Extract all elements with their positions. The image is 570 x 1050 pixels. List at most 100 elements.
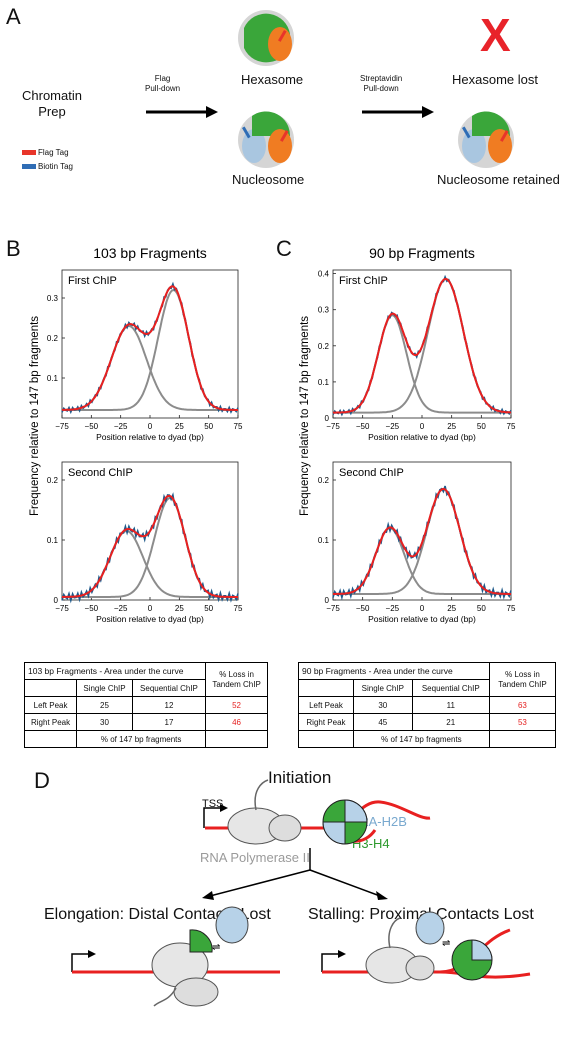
y-tick-label: 0.1: [318, 378, 330, 387]
x-tick-label: 25: [447, 604, 456, 613]
col-header: Single ChIP: [76, 679, 133, 697]
data-points: [61, 492, 239, 604]
chart-subtitle: First ChIP: [68, 275, 117, 287]
plot-frame: [61, 269, 239, 419]
x-tick-label: −50: [356, 604, 370, 613]
x-tick-label: −25: [386, 604, 400, 613]
table-footer: % of 147 bp fragments: [76, 730, 207, 748]
x-tick-label: 0: [148, 422, 153, 431]
y-tick-label: 0.2: [47, 334, 59, 343]
x-tick-label: 25: [175, 604, 184, 613]
svg-text:⇌: ⇌: [212, 942, 220, 953]
chart-subtitle: First ChIP: [339, 275, 388, 287]
fit-curve: [62, 285, 238, 411]
svg-text:⇌: ⇌: [442, 938, 450, 949]
nucleosome-retained-icon: [458, 111, 514, 168]
data-points: [61, 281, 239, 415]
elongation-diagram: ⇌: [71, 906, 280, 1007]
chart-title: 103 bp Fragments: [93, 245, 207, 261]
loss-header: % Loss in Tandem ChIP: [488, 662, 557, 697]
stalling-diagram: ⇌: [321, 911, 531, 984]
col-header: Single ChIP: [352, 679, 413, 697]
legend-flag-label: Flag Tag: [38, 148, 69, 157]
x-tick-label: −25: [386, 422, 400, 431]
fit-curve: [333, 487, 511, 595]
tss-label: TSS: [202, 798, 224, 810]
fit-curve: [333, 277, 511, 414]
pol2-label: RNA Polymerase II: [200, 850, 310, 865]
y-axis-label: Frequency relative to 147 bp fragments: [29, 316, 41, 516]
y-tick-label: 0.1: [47, 374, 59, 383]
panel-letter-c: C: [276, 236, 292, 261]
x-tick-label: −25: [114, 604, 128, 613]
x-tick-label: 50: [204, 422, 213, 431]
table-title: 90 bp Fragments - Area under the curve: [298, 662, 490, 680]
table-row: Right Peak 30 17 46: [23, 713, 268, 731]
panel-letter-b: B: [6, 236, 21, 261]
elongation-label: Elongation: Distal Contacts Lost: [44, 906, 271, 923]
chart-subtitle: Second ChIP: [68, 467, 133, 479]
loss-header: % Loss in Tandem ChIP: [205, 662, 268, 697]
plot-frame: [332, 461, 512, 601]
auc-table-103: 103 bp Fragments - Area under the curve …: [23, 662, 268, 748]
y-tick-label: 0: [325, 596, 330, 605]
panel-a-diagram: [22, 10, 514, 169]
nucleosome-retained-label: Nucleosome retained: [437, 172, 560, 187]
x-tick-label: 50: [204, 604, 213, 613]
table-row: Left Peak 30 11 63: [298, 696, 557, 714]
y-tick-label: 0: [54, 596, 59, 605]
strep-pulldown-label: Streptavidin Pull-down: [360, 74, 403, 93]
nucleosome-icon: [238, 111, 294, 168]
component-curve: [62, 496, 238, 598]
x-tick-label: 75: [234, 422, 243, 431]
y-axis-label: Frequency relative to 147 bp fragments: [299, 316, 311, 516]
x-tick-label: 0: [420, 422, 425, 431]
flag-pulldown-label: Flag Pull-down: [145, 74, 181, 93]
flag-tag-swatch: [22, 150, 36, 155]
x-axis-label: Position relative to dyad (bp): [368, 614, 476, 624]
x-tick-label: 75: [234, 604, 243, 613]
initiation-label: Initiation: [268, 768, 332, 787]
y-tick-label: 0.1: [47, 536, 59, 545]
x-tick-label: 0: [420, 604, 425, 613]
x-tick-label: −25: [114, 422, 128, 431]
y-tick-label: 0.2: [318, 476, 330, 485]
charts-area: 103 bp Fragments First ChIP Position relat…: [29, 245, 516, 624]
x-tick-label: 50: [477, 604, 486, 613]
hexasome-lost-x-icon: X: [480, 9, 511, 61]
initiation-diagram: [203, 779, 431, 845]
fit-curve: [62, 494, 238, 598]
x-tick-label: −50: [356, 422, 370, 431]
y-tick-label: 0: [325, 414, 330, 423]
chart-subtitle: Second ChIP: [339, 467, 404, 479]
col-header: Sequential ChIP: [131, 679, 207, 697]
flag-pulldown-arrow: [146, 106, 218, 118]
table-row: Right Peak 45 21 53: [298, 713, 557, 731]
x-tick-label: −50: [85, 422, 99, 431]
nucleosome-label: Nucleosome: [232, 172, 305, 187]
x-tick-label: 75: [507, 604, 516, 613]
x-tick-label: 0: [148, 604, 153, 613]
panel-d-diagram: ⇌ ⇌: [71, 779, 531, 1007]
y-tick-label: 0.2: [318, 342, 330, 351]
hexasome-label: Hexasome: [241, 72, 304, 87]
split-arrows: [202, 848, 388, 900]
y-tick-label: 0.3: [318, 306, 330, 315]
x-tick-label: −75: [55, 604, 69, 613]
hexasome-icon: [238, 10, 294, 66]
x-tick-label: 50: [477, 422, 486, 431]
component-curve: [62, 324, 238, 411]
x-axis-label: Position relative to dyad (bp): [96, 432, 204, 442]
auc-table-90: 90 bp Fragments - Area under the curve %…: [298, 662, 557, 748]
x-tick-label: −75: [326, 422, 340, 431]
stalling-label: Stalling: Proximal Contacts Lost: [308, 906, 534, 923]
x-tick-label: −50: [85, 604, 99, 613]
table-title: 103 bp Fragments - Area under the curve: [23, 662, 207, 680]
table-row: Left Peak 25 12 52: [23, 696, 268, 714]
x-tick-label: −75: [55, 422, 69, 431]
strep-pulldown-arrow: [362, 106, 434, 118]
component-curve: [62, 529, 238, 598]
x-axis-label: Position relative to dyad (bp): [368, 432, 476, 442]
legend-biotin-label: Biotin Tag: [38, 162, 73, 171]
biotin-tag-swatch: [22, 164, 36, 169]
